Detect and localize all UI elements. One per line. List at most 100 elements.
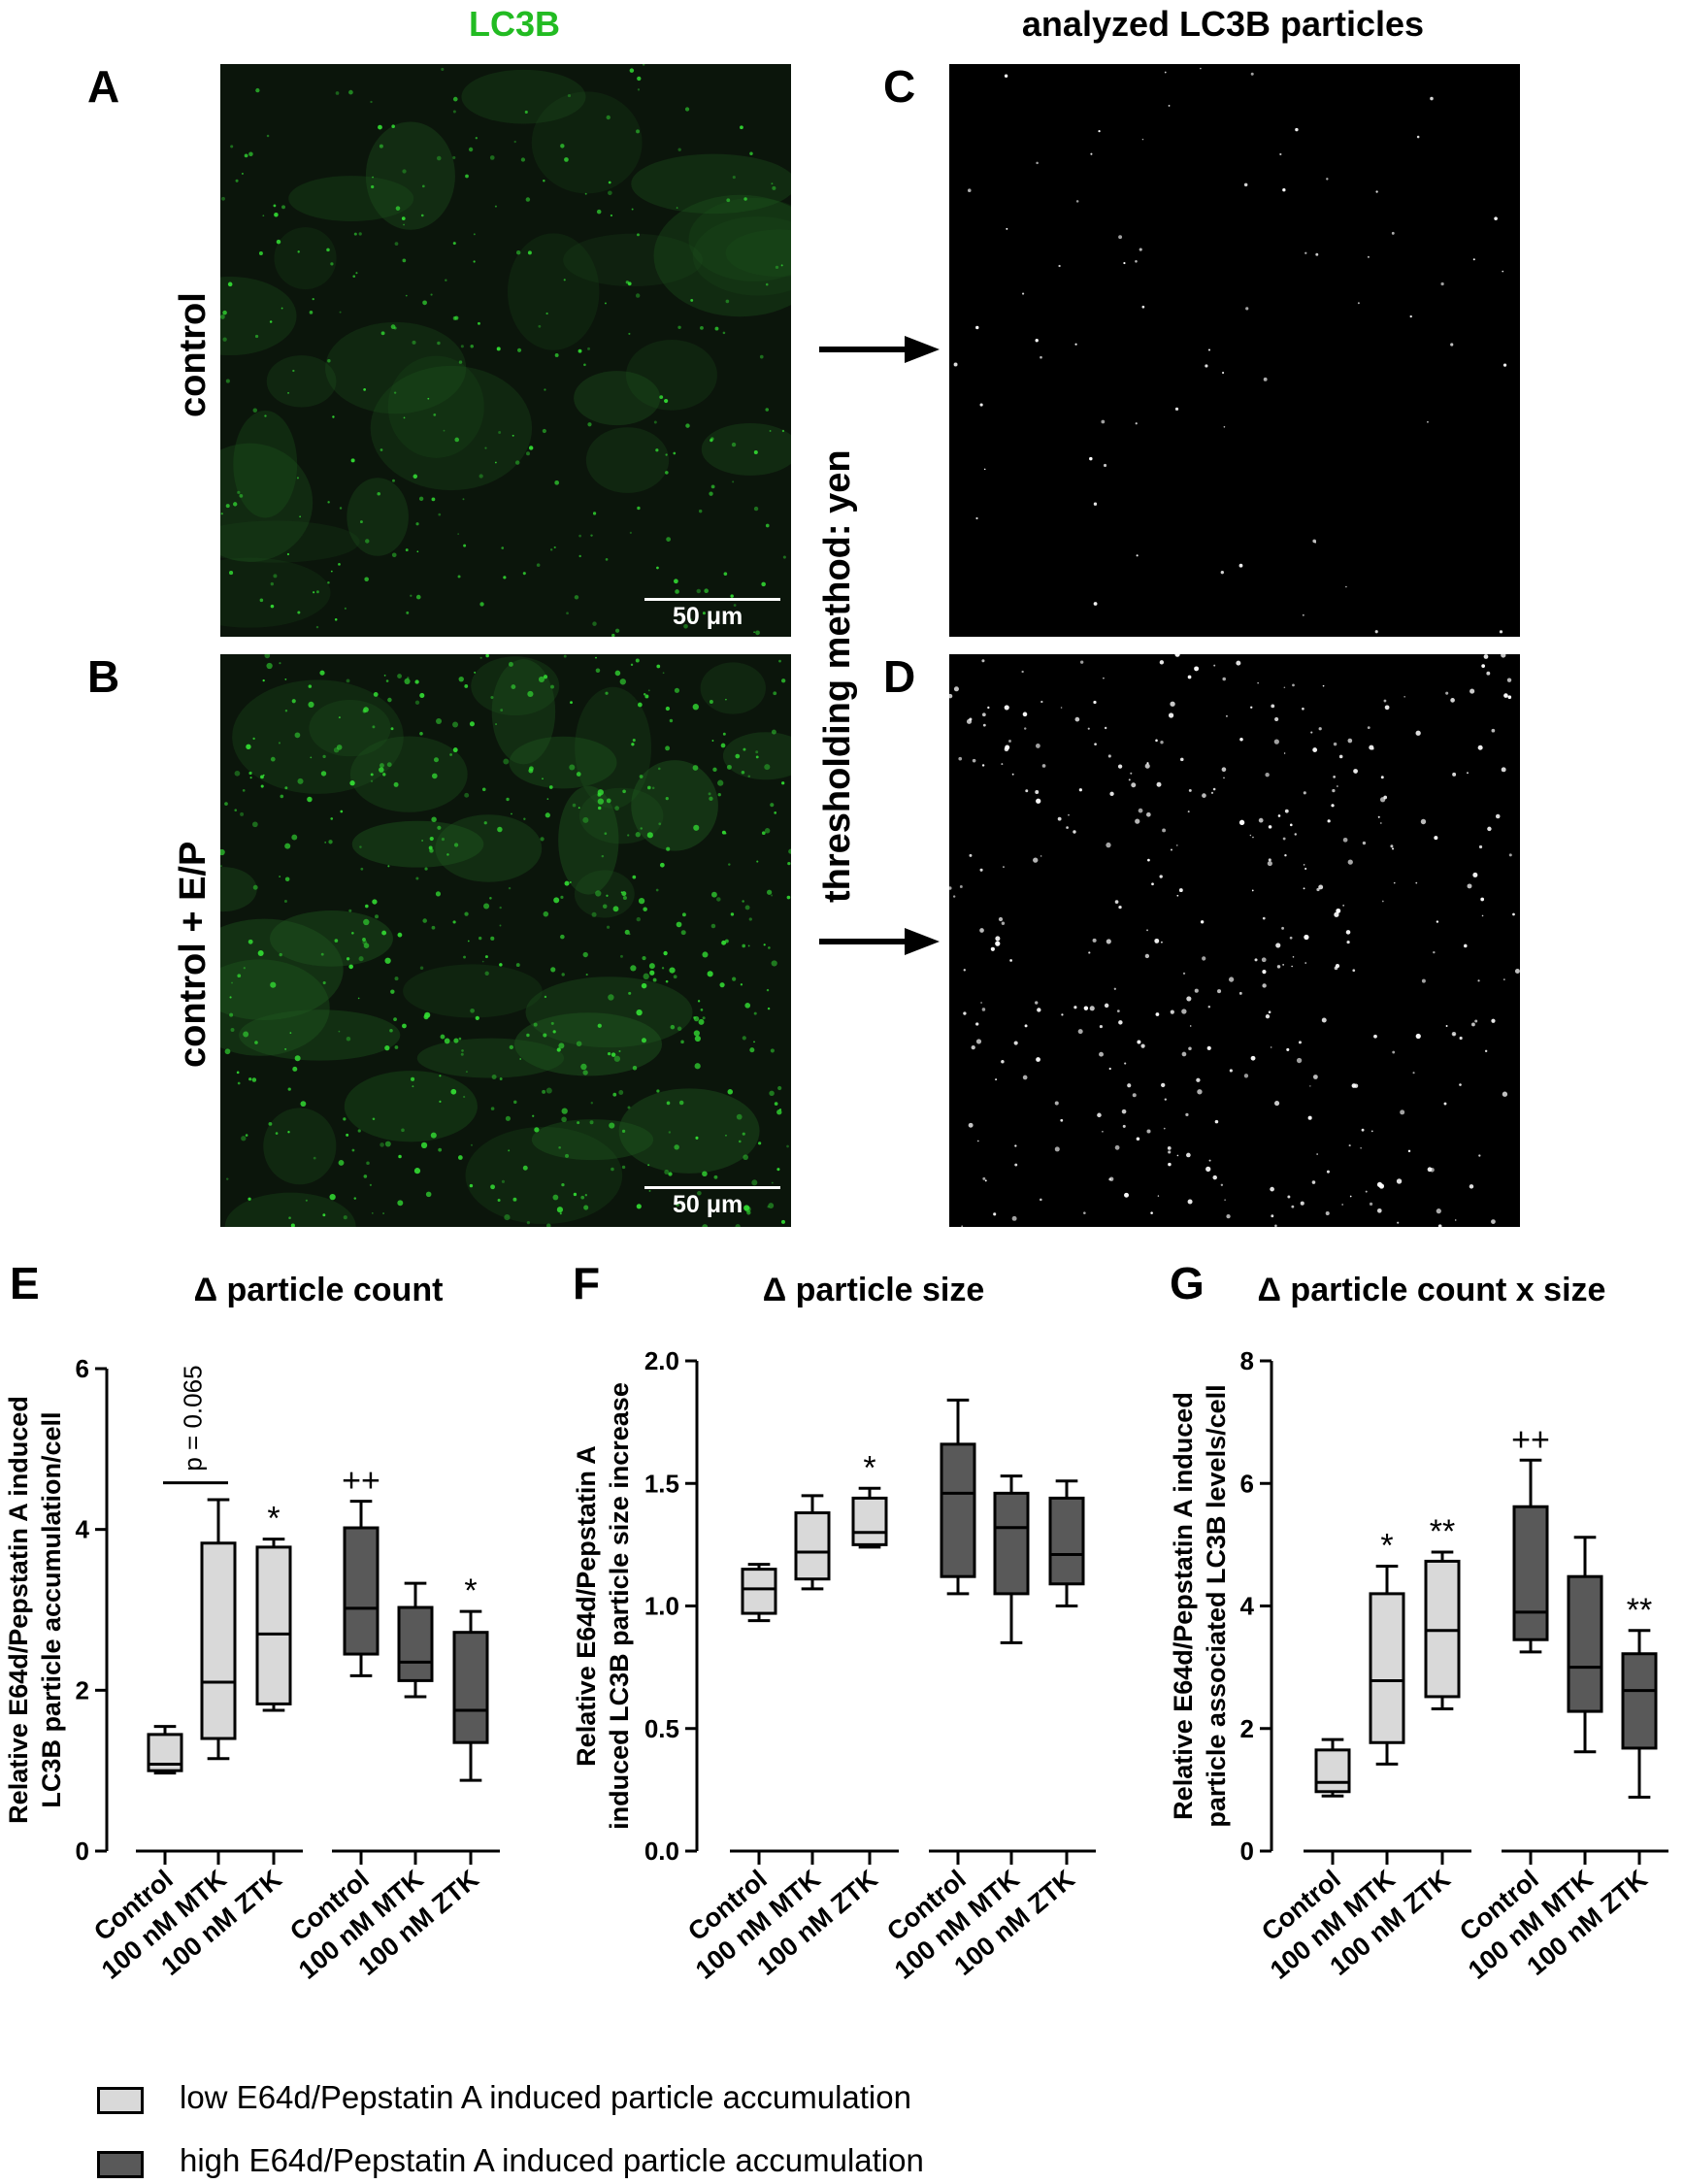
lc3b-puncta bbox=[761, 581, 766, 587]
analyzed-particle bbox=[1367, 726, 1370, 730]
lc3b-puncta bbox=[464, 911, 469, 916]
y-tick-label: 2 bbox=[76, 1675, 89, 1704]
y-axis-label: Relative E64d/Pepstatin A induced bbox=[1169, 1392, 1198, 1820]
analyzed-particle bbox=[1145, 811, 1151, 817]
lc3b-puncta bbox=[512, 434, 514, 437]
lc3b-puncta bbox=[605, 302, 607, 305]
y-tick-label: 1.0 bbox=[644, 1592, 679, 1621]
lc3b-puncta bbox=[490, 1107, 495, 1110]
cell-region bbox=[220, 918, 344, 1021]
lc3b-puncta bbox=[727, 1089, 734, 1095]
lc3b-puncta bbox=[589, 1120, 594, 1125]
lc3b-puncta bbox=[496, 347, 501, 351]
lc3b-puncta bbox=[576, 1041, 582, 1047]
lc3b-puncta bbox=[313, 1156, 316, 1160]
lc3b-puncta bbox=[725, 698, 727, 701]
lc3b-puncta bbox=[577, 1121, 580, 1125]
lc3b-puncta bbox=[414, 700, 420, 705]
analyzed-particle bbox=[1292, 683, 1295, 687]
lc3b-puncta bbox=[526, 1033, 530, 1038]
analyzed-particle bbox=[1243, 1074, 1249, 1078]
lc3b-puncta bbox=[290, 1223, 295, 1227]
lc3b-puncta bbox=[610, 214, 613, 217]
cell-region bbox=[220, 867, 257, 912]
lc3b-puncta bbox=[720, 743, 726, 748]
box-iqr bbox=[741, 1568, 777, 1615]
lc3b-puncta bbox=[722, 732, 726, 736]
analyzed-particle bbox=[1267, 860, 1272, 867]
threshold-method-label: thresholding method: yen bbox=[817, 449, 858, 903]
analyzed-particle bbox=[1189, 1025, 1192, 1027]
lc3b-puncta bbox=[719, 982, 725, 988]
lc3b-puncta bbox=[550, 684, 554, 689]
lc3b-puncta bbox=[635, 658, 640, 663]
lc3b-puncta bbox=[597, 806, 602, 811]
lc3b-puncta bbox=[714, 326, 719, 331]
lc3b-puncta bbox=[334, 939, 339, 943]
lc3b-puncta bbox=[710, 438, 713, 443]
lc3b-puncta bbox=[237, 490, 241, 494]
lc3b-puncta bbox=[569, 880, 572, 883]
analyzed-particle bbox=[1220, 571, 1224, 575]
lc3b-puncta bbox=[676, 921, 682, 928]
analyzed-particle bbox=[1222, 372, 1225, 375]
analyzed-particle bbox=[1037, 1008, 1041, 1012]
analyzed-particle bbox=[1453, 1033, 1455, 1036]
analyzed-particle bbox=[1262, 916, 1266, 920]
lc3b-puncta bbox=[742, 943, 746, 948]
analyzed-particle bbox=[1440, 281, 1444, 286]
cell-region bbox=[309, 700, 391, 757]
lc3b-puncta bbox=[655, 448, 659, 452]
analyzed-particle bbox=[1274, 1101, 1280, 1107]
lc3b-puncta bbox=[629, 68, 635, 73]
lc3b-puncta bbox=[511, 812, 512, 815]
analyzed-particle bbox=[1093, 602, 1098, 606]
lc3b-puncta bbox=[556, 1207, 564, 1213]
analyzed-particle bbox=[1185, 1112, 1189, 1116]
analyzed-particle bbox=[1060, 1118, 1064, 1122]
analyzed-particle bbox=[1506, 678, 1512, 682]
analyzed-particle bbox=[1146, 1129, 1151, 1134]
analyzed-particle bbox=[1270, 1046, 1272, 1048]
analyzed-particle bbox=[1118, 905, 1122, 910]
lc3b-puncta bbox=[559, 1212, 562, 1215]
analyzed-particle bbox=[1210, 791, 1214, 794]
panel-letter-e: E bbox=[10, 1258, 40, 1308]
analyzed-particle bbox=[1213, 664, 1216, 667]
lc3b-puncta bbox=[479, 656, 482, 659]
analyzed-particle bbox=[1427, 1167, 1433, 1173]
box-low-2 bbox=[851, 1486, 888, 1549]
lc3b-puncta bbox=[297, 611, 301, 614]
lc3b-puncta bbox=[444, 1038, 450, 1044]
analyzed-particle bbox=[1014, 1163, 1018, 1167]
lc3b-puncta bbox=[630, 965, 637, 972]
lc3b-puncta bbox=[461, 1049, 464, 1052]
analyzed-particle bbox=[1296, 1057, 1303, 1064]
lc3b-puncta bbox=[522, 572, 526, 576]
analyzed-particle bbox=[1484, 1049, 1488, 1053]
analyzed-particle bbox=[1467, 772, 1469, 775]
lc3b-puncta bbox=[338, 1030, 341, 1033]
lc3b-puncta bbox=[721, 940, 727, 945]
lc3b-puncta bbox=[722, 331, 726, 335]
analyzed-particle bbox=[1164, 71, 1167, 74]
lc3b-puncta bbox=[736, 1113, 743, 1120]
analyzed-particle bbox=[1083, 1006, 1089, 1010]
analyzed-particle bbox=[1375, 190, 1378, 193]
cell-region bbox=[274, 227, 337, 290]
analyzed-particle bbox=[1136, 554, 1139, 557]
micrograph-c-canvas bbox=[953, 67, 1507, 634]
analyzed-particle bbox=[1254, 958, 1258, 962]
lc3b-puncta bbox=[524, 110, 528, 115]
analyzed-particle bbox=[1434, 836, 1438, 841]
analyzed-particle bbox=[1208, 1159, 1211, 1162]
lc3b-puncta bbox=[684, 107, 690, 112]
lc3b-puncta bbox=[640, 827, 644, 830]
analyzed-particle bbox=[1268, 858, 1271, 862]
lc3b-puncta bbox=[767, 1206, 770, 1208]
analyzed-particle bbox=[1054, 1101, 1059, 1106]
lc3b-puncta bbox=[403, 416, 406, 419]
analyzed-particle bbox=[1197, 1089, 1203, 1095]
analyzed-particle bbox=[1025, 789, 1029, 793]
analyzed-particle bbox=[975, 1039, 982, 1044]
